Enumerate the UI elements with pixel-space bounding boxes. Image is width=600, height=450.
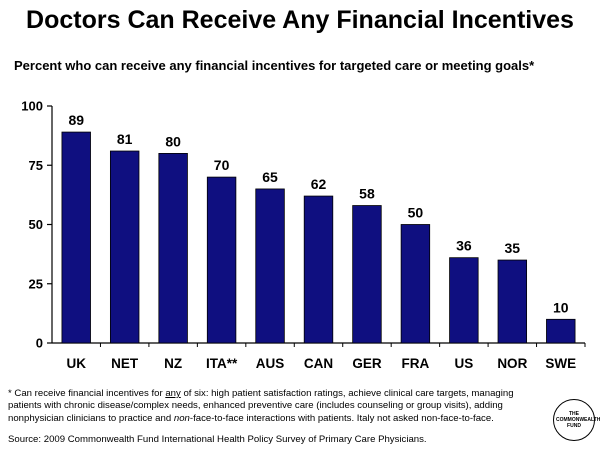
footnote: * Can receive financial incentives for a… — [8, 388, 548, 425]
bar — [109, 150, 140, 344]
category-label: US — [454, 356, 473, 371]
y-tick-label: 50 — [29, 217, 43, 232]
value-label: 50 — [408, 205, 424, 221]
y-axis: 0 25 50 75 100 — [21, 99, 53, 351]
value-label: 65 — [262, 169, 278, 185]
y-tick-label: 25 — [29, 276, 43, 291]
chart-subtitle: Percent who can receive any financial in… — [14, 58, 535, 73]
value-labels: 89 81 80 70 65 62 58 50 36 35 10 — [68, 112, 568, 315]
category-label: GER — [352, 356, 382, 371]
category-label: NET — [111, 356, 139, 371]
footnote-suffix: -face-to-face interactions with patients… — [189, 412, 494, 424]
bar — [546, 318, 576, 344]
footnote-middle: of six: high patient satisfaction rating… — [8, 388, 514, 424]
footnote-prefix: * Can receive financial incentives for — [8, 388, 166, 399]
footnote-non: non — [173, 412, 190, 424]
value-label: 81 — [117, 131, 133, 147]
bar — [400, 224, 431, 344]
source-note: Source: 2009 Commonwealth Fund Internati… — [8, 434, 427, 445]
bar — [352, 205, 382, 344]
value-label: 36 — [456, 238, 472, 254]
value-label: 70 — [214, 157, 230, 173]
bars — [61, 131, 576, 344]
bar — [206, 176, 237, 344]
category-labels: UK NET NZ ITA** AUS CAN GER FRA US NOR SWE — [66, 356, 576, 371]
category-label: NOR — [497, 356, 527, 371]
value-label: 35 — [505, 240, 521, 256]
value-label: 80 — [165, 133, 181, 149]
category-label: SWE — [545, 356, 576, 371]
chart-title: Doctors Can Receive Any Financial Incent… — [26, 6, 574, 34]
logo-line-1: THE — [569, 411, 579, 417]
y-tick-label: 0 — [36, 336, 43, 351]
value-label: 89 — [68, 112, 84, 128]
logo-text: THE COMMONWEALTH FUND — [556, 411, 600, 429]
logo-line-3: FUND — [567, 423, 581, 429]
bar — [303, 195, 334, 344]
bar — [61, 131, 91, 344]
category-label: CAN — [304, 356, 333, 371]
value-label: 58 — [359, 186, 375, 202]
bar — [158, 153, 188, 344]
bar — [449, 257, 479, 344]
category-label: ITA** — [206, 356, 238, 371]
logo-line-2: COMMONWEALTH — [556, 417, 600, 423]
footnote-any: any — [165, 388, 181, 399]
bar — [255, 188, 285, 344]
category-label: AUS — [256, 356, 285, 371]
bar-chart: 0 25 50 75 100 89 81 80 70 65 62 58 50 36 35 10 UK NET N… — [21, 99, 586, 371]
value-label: 62 — [311, 176, 327, 192]
y-tick-label: 100 — [21, 99, 43, 114]
y-tick-label: 75 — [29, 158, 43, 173]
commonwealth-fund-logo: THE COMMONWEALTH FUND — [553, 399, 600, 441]
x-axis — [52, 342, 586, 347]
category-label: NZ — [164, 356, 182, 371]
category-label: UK — [66, 356, 86, 371]
value-label: 10 — [553, 299, 569, 315]
category-label: FRA — [402, 356, 430, 371]
bar — [497, 259, 528, 344]
